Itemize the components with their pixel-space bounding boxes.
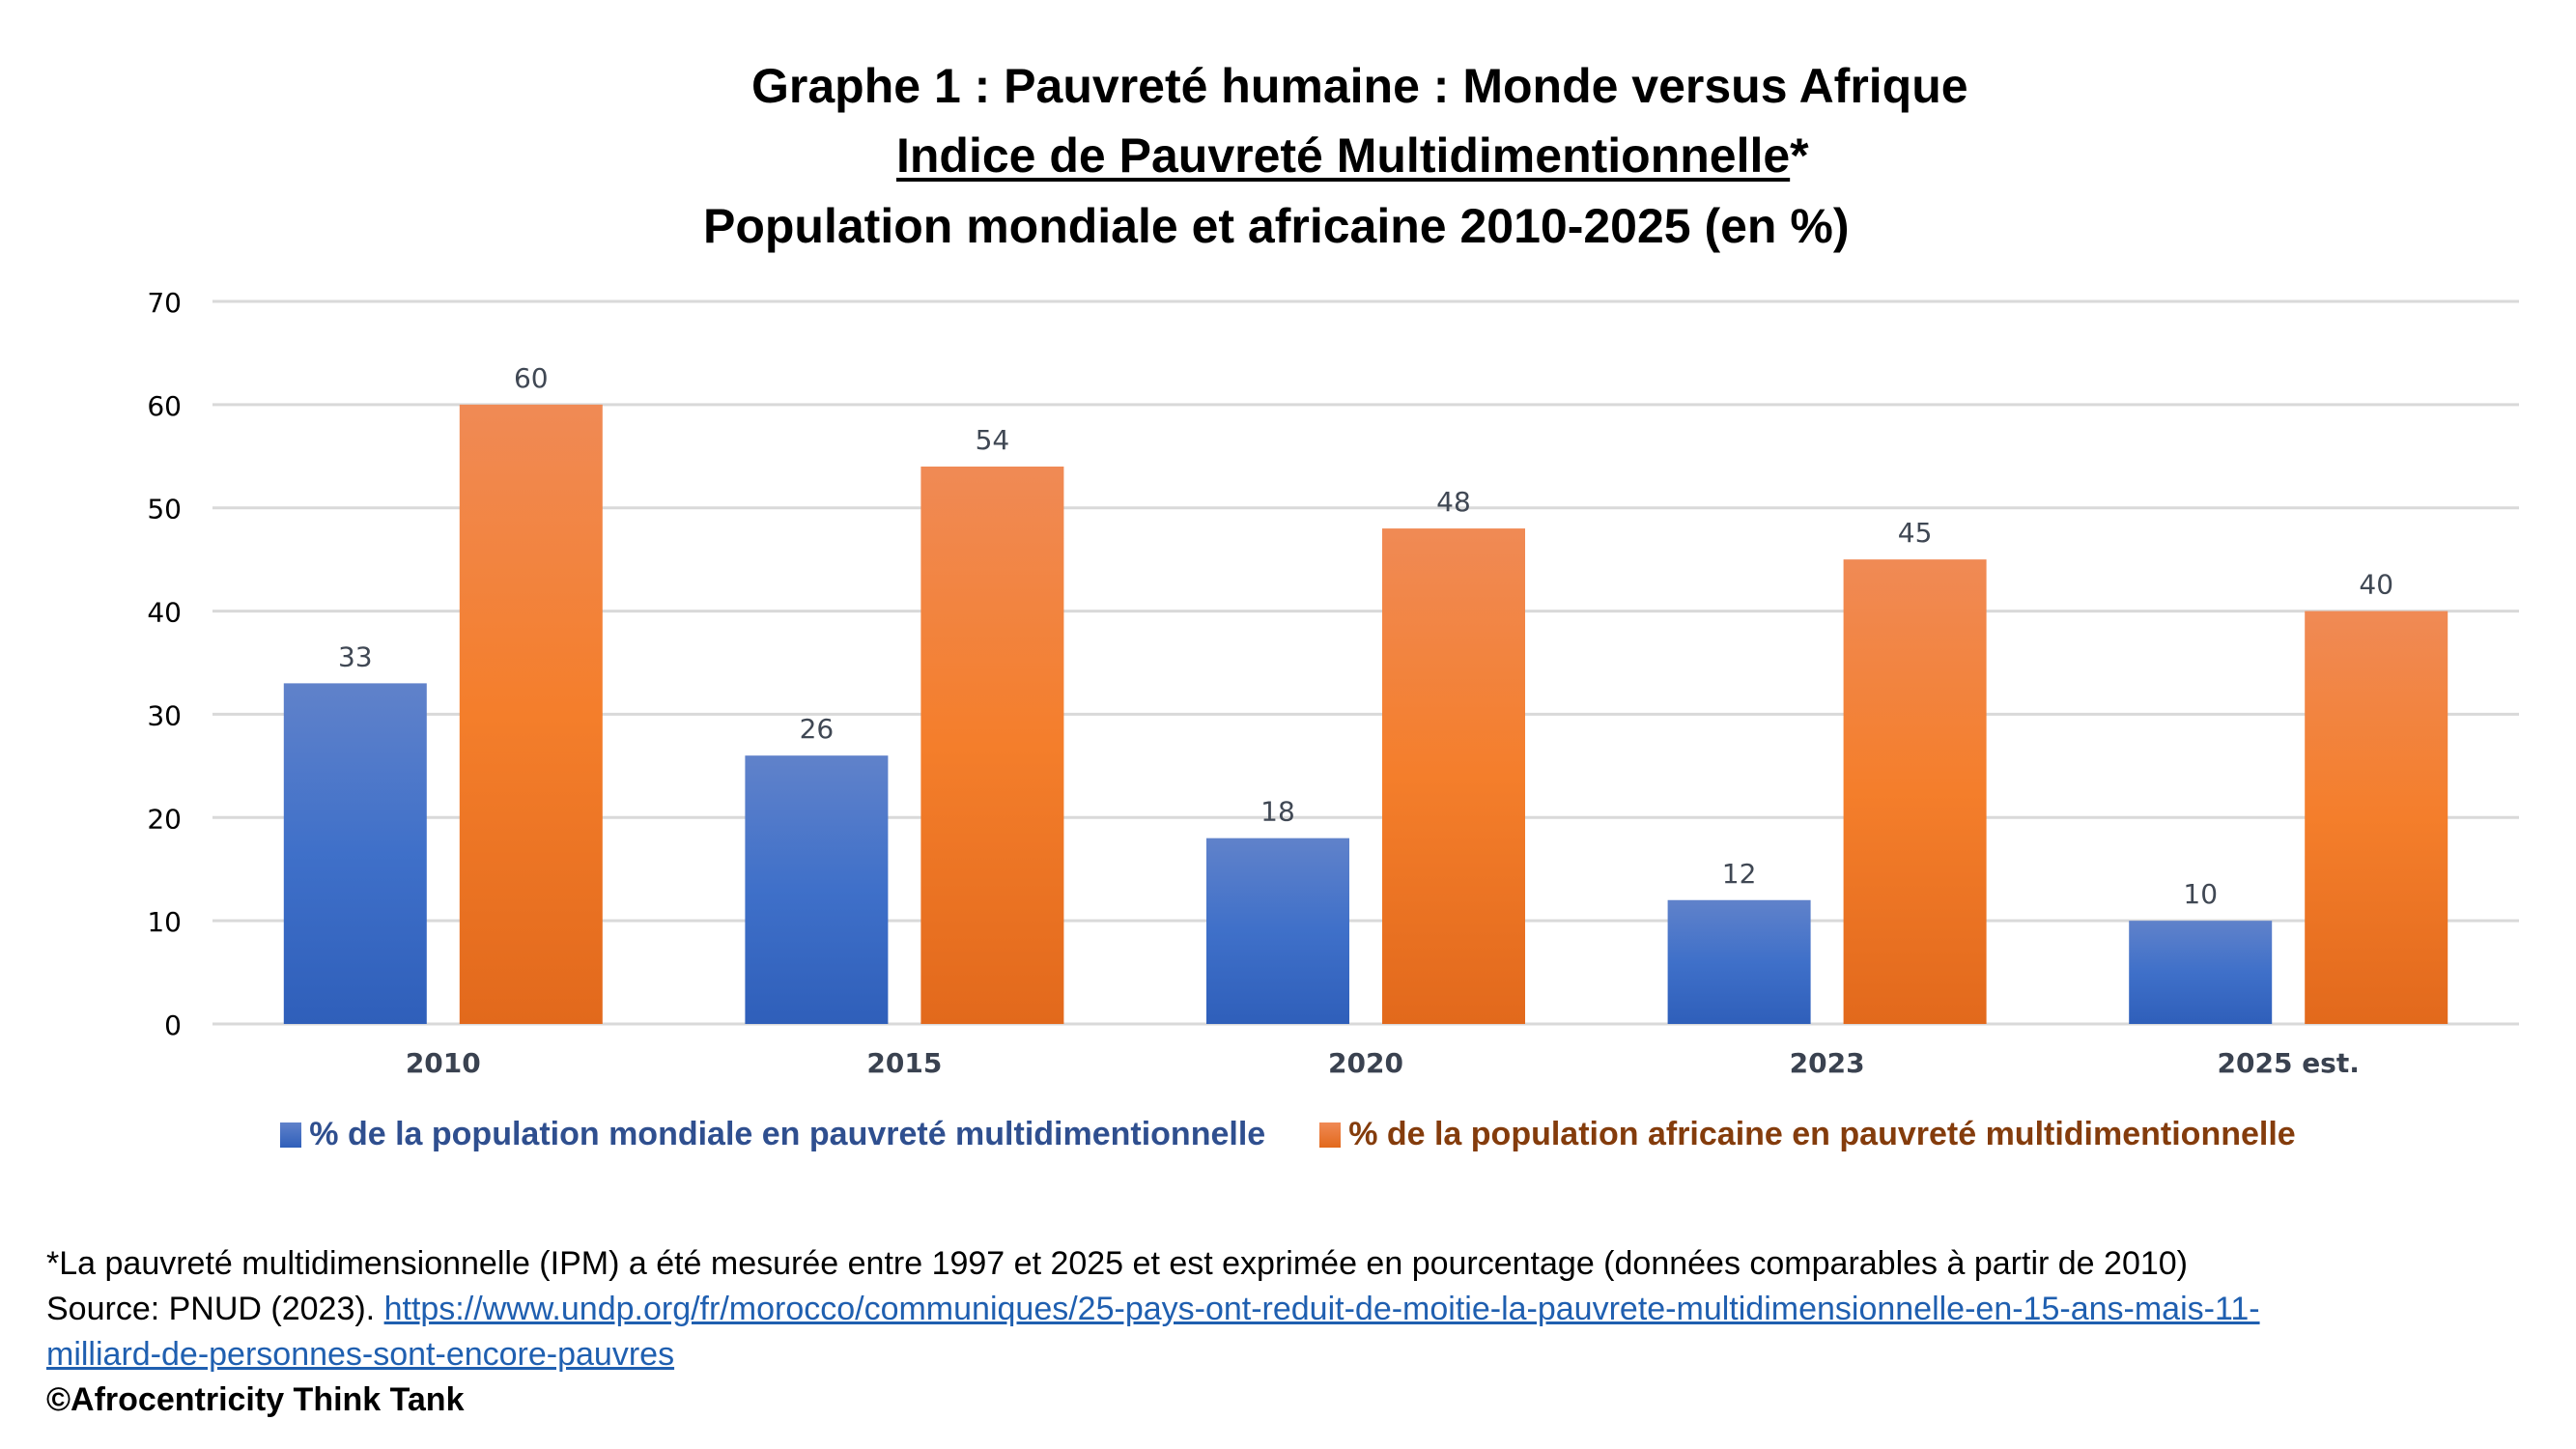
chart-title-index-name: Indice de Pauvreté Multidimentionnelle — [896, 128, 1791, 183]
data-labels: 33 60 26 54 18 48 12 45 10 40 — [338, 362, 2393, 910]
x-tick-label: 2023 — [1790, 1047, 1865, 1079]
data-label: 40 — [2359, 569, 2393, 601]
bar-world — [283, 683, 427, 1024]
data-label: 26 — [800, 713, 835, 745]
bar-africa — [459, 404, 603, 1024]
bar-world — [1206, 838, 1349, 1024]
legend-label-africa: % de la population africaine en pauvreté… — [1348, 1116, 2296, 1152]
bar-world — [2129, 921, 2273, 1024]
legend-label-world: % de la population mondiale en pauvreté … — [309, 1116, 1266, 1152]
y-tick-label: 10 — [147, 906, 182, 938]
chart-title-asterisk: * — [1790, 128, 1809, 183]
data-label: 54 — [976, 424, 1010, 456]
x-tick-label: 2025 est. — [2218, 1047, 2360, 1079]
legend-swatch-world — [280, 1122, 302, 1148]
data-label: 33 — [338, 640, 373, 672]
source-line: Source: PNUD (2023). https://www.undp.or… — [46, 1287, 2260, 1332]
footnotes: *La pauvreté multidimensionnelle (IPM) a… — [46, 1241, 2260, 1423]
chart-title-line1: Graphe 1 : Pauvreté humaine : Monde vers… — [751, 59, 1968, 113]
chart-subtitle: Population mondiale et africaine 2010-20… — [703, 199, 1850, 253]
bar-africa — [1382, 528, 1525, 1024]
x-tick-label: 2010 — [406, 1047, 481, 1079]
footnote-ipm: *La pauvreté multidimensionnelle (IPM) a… — [46, 1245, 2188, 1282]
y-tick-label: 40 — [147, 597, 182, 629]
x-tick-label: 2020 — [1328, 1047, 1403, 1079]
copyright: ©Afrocentricity Think Tank — [46, 1381, 465, 1418]
bar-africa — [920, 466, 1064, 1024]
legend-item-world: % de la population mondiale en pauvreté … — [280, 1116, 1265, 1153]
data-label: 18 — [1260, 796, 1295, 828]
data-label: 10 — [2183, 878, 2218, 910]
y-tick-label: 30 — [147, 699, 182, 731]
source-line-continued: milliard-de-personnes-sont-encore-pauvre… — [46, 1332, 2260, 1378]
bar-africa — [1843, 559, 1987, 1024]
data-label: 60 — [514, 362, 549, 394]
chart-title-line2: Indice de Pauvreté Multidimentionnelle* — [896, 128, 1809, 184]
bar-world — [1667, 899, 1811, 1024]
bar-africa — [2305, 611, 2449, 1024]
y-tick-label: 60 — [147, 390, 182, 422]
source-link-continued[interactable]: milliard-de-personnes-sont-encore-pauvre… — [46, 1336, 675, 1373]
x-axis-ticks: 2010 2015 2020 2023 2025 est. — [406, 1047, 2360, 1079]
data-label: 48 — [1436, 486, 1471, 518]
chart-legend: % de la population mondiale en pauvreté … — [0, 1116, 2576, 1153]
y-tick-label: 20 — [147, 803, 182, 835]
legend-item-africa: % de la population africaine en pauvreté… — [1319, 1116, 2296, 1153]
bar-chart: 0 10 20 30 40 50 60 70 33 60 26 54 18 48 12 45 10 40 201… — [147, 287, 2519, 1079]
bars — [283, 404, 2449, 1024]
y-tick-label: 70 — [147, 287, 182, 319]
data-label: 45 — [1898, 517, 1933, 549]
legend-swatch-africa — [1319, 1122, 1342, 1148]
y-tick-label: 50 — [147, 494, 182, 526]
source-link[interactable]: https://www.undp.org/fr/morocco/communiq… — [383, 1291, 2260, 1327]
bar-world — [745, 755, 889, 1024]
data-label: 12 — [1722, 858, 1757, 890]
x-tick-label: 2015 — [866, 1047, 942, 1079]
source-prefix: Source: PNUD (2023). — [46, 1291, 384, 1327]
y-tick-label: 0 — [164, 1009, 182, 1041]
y-axis-ticks: 0 10 20 30 40 50 60 70 — [147, 287, 182, 1041]
